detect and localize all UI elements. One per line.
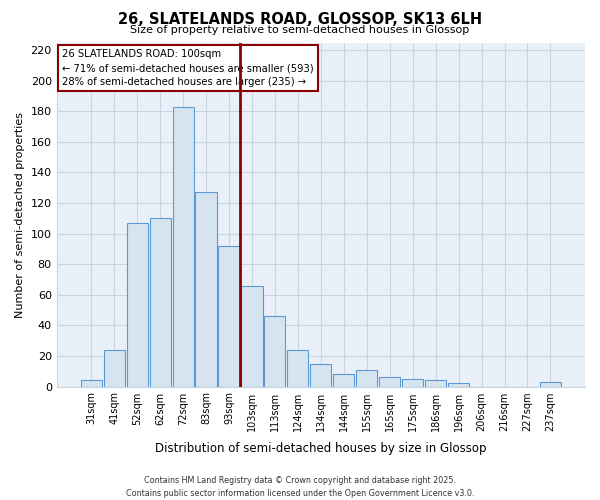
Bar — [287, 350, 308, 387]
Text: 26, SLATELANDS ROAD, GLOSSOP, SK13 6LH: 26, SLATELANDS ROAD, GLOSSOP, SK13 6LH — [118, 12, 482, 28]
Text: Contains HM Land Registry data © Crown copyright and database right 2025.
Contai: Contains HM Land Registry data © Crown c… — [126, 476, 474, 498]
Bar — [540, 382, 561, 386]
Bar — [218, 246, 239, 386]
Text: 26 SLATELANDS ROAD: 100sqm
← 71% of semi-detached houses are smaller (593)
28% o: 26 SLATELANDS ROAD: 100sqm ← 71% of semi… — [62, 50, 314, 88]
Bar — [241, 286, 263, 386]
Bar — [104, 350, 125, 387]
Bar — [379, 378, 400, 386]
Bar — [173, 106, 194, 386]
X-axis label: Distribution of semi-detached houses by size in Glossop: Distribution of semi-detached houses by … — [155, 442, 487, 455]
Bar — [310, 364, 331, 386]
Bar — [149, 218, 170, 386]
Text: Size of property relative to semi-detached houses in Glossop: Size of property relative to semi-detach… — [130, 25, 470, 35]
Bar — [196, 192, 217, 386]
Y-axis label: Number of semi-detached properties: Number of semi-detached properties — [15, 112, 25, 318]
Bar — [448, 384, 469, 386]
Bar — [402, 379, 423, 386]
Bar — [425, 380, 446, 386]
Bar — [127, 223, 148, 386]
Bar — [80, 380, 102, 386]
Bar — [333, 374, 355, 386]
Bar — [356, 370, 377, 386]
Bar — [265, 316, 286, 386]
